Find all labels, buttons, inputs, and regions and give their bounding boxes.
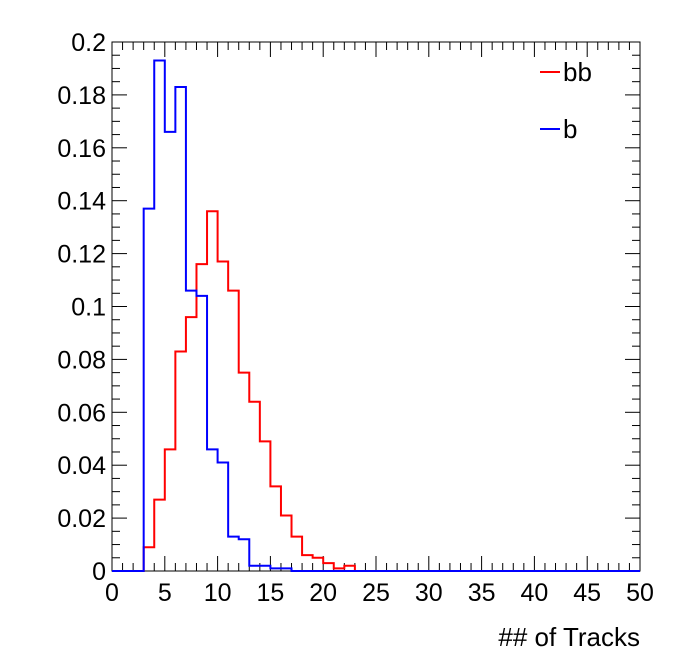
plot-frame: [111, 41, 641, 572]
series-bb-histogram: [112, 210, 640, 572]
legend-label-b: b: [563, 114, 577, 144]
x-tick-label: 40: [520, 579, 548, 607]
minor-ticks: [112, 42, 640, 571]
x-tick-label: 20: [309, 579, 337, 607]
series-b-histogram: [112, 59, 640, 572]
x-tick-label: 15: [256, 579, 284, 607]
y-tick-label: 0.2: [71, 29, 106, 57]
series-layer: [112, 59, 640, 572]
x-tick-label: 0: [105, 579, 119, 607]
x-tick-label: 30: [415, 579, 443, 607]
y-tick-label: 0.14: [57, 188, 106, 216]
y-tick-label: 0: [92, 558, 106, 586]
x-tick-label: 35: [468, 579, 496, 607]
legend-label-bb: bb: [563, 57, 592, 87]
x-tick-label: 50: [626, 579, 654, 607]
y-tick-label: 0.12: [57, 241, 106, 269]
x-tick-label: 45: [573, 579, 601, 607]
y-tick-labels: 0 0.02 0.04 0.06 0.08 0.1 0.12 0.14 0.16 0.18 0.2: [57, 29, 106, 586]
x-axis-title: ## of Tracks: [498, 622, 640, 652]
x-tick-label: 25: [362, 579, 390, 607]
y-tick-label: 0.08: [57, 346, 106, 374]
major-ticks: [111, 41, 641, 572]
y-tick-label: 0.18: [57, 82, 106, 110]
y-tick-label: 0.02: [57, 505, 106, 533]
y-tick-label: 0.16: [57, 135, 106, 163]
y-tick-label: 0.06: [57, 399, 106, 427]
y-tick-label: 0.04: [57, 452, 106, 480]
x-tick-label: 5: [158, 579, 172, 607]
legend: bbb: [540, 57, 592, 144]
x-tick-label: 10: [204, 579, 232, 607]
x-tick-labels: 0 5 10 15 20 25 30 35 40 45 50: [105, 579, 654, 607]
y-tick-label: 0.1: [71, 294, 106, 322]
